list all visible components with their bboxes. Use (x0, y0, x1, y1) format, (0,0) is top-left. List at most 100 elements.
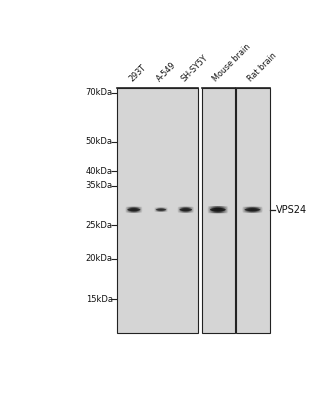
Ellipse shape (211, 206, 213, 213)
Ellipse shape (126, 207, 128, 213)
Text: 40kDa: 40kDa (86, 167, 113, 176)
Ellipse shape (242, 207, 244, 213)
Ellipse shape (163, 208, 165, 212)
Ellipse shape (131, 207, 133, 213)
Ellipse shape (137, 207, 139, 213)
Ellipse shape (258, 207, 260, 213)
Ellipse shape (160, 208, 161, 212)
Ellipse shape (179, 207, 181, 213)
Ellipse shape (154, 208, 156, 212)
Ellipse shape (129, 207, 131, 213)
Text: 15kDa: 15kDa (86, 294, 113, 304)
Ellipse shape (155, 208, 157, 212)
Ellipse shape (214, 206, 217, 213)
Ellipse shape (180, 207, 182, 213)
Bar (202, 88, 235, 333)
Ellipse shape (225, 206, 227, 213)
Ellipse shape (220, 206, 223, 213)
Ellipse shape (190, 207, 191, 213)
Ellipse shape (182, 207, 183, 213)
Ellipse shape (250, 207, 253, 213)
Ellipse shape (226, 206, 228, 213)
Ellipse shape (140, 207, 142, 213)
Ellipse shape (257, 207, 259, 213)
Ellipse shape (130, 207, 132, 213)
Bar (236, 88, 270, 333)
Ellipse shape (135, 207, 137, 213)
Ellipse shape (254, 207, 256, 213)
Ellipse shape (212, 206, 215, 213)
Ellipse shape (221, 206, 223, 213)
Text: 35kDa: 35kDa (86, 181, 113, 190)
Text: Mouse brain: Mouse brain (211, 42, 253, 84)
Ellipse shape (155, 208, 156, 212)
Ellipse shape (260, 207, 262, 213)
Ellipse shape (220, 206, 222, 213)
Text: VPS24: VPS24 (276, 205, 307, 215)
Ellipse shape (186, 207, 188, 213)
Ellipse shape (181, 207, 183, 213)
Ellipse shape (243, 207, 246, 213)
Ellipse shape (219, 206, 221, 213)
Ellipse shape (182, 207, 184, 213)
Ellipse shape (160, 208, 161, 212)
Ellipse shape (222, 206, 225, 213)
Text: 293T: 293T (128, 63, 148, 84)
Ellipse shape (244, 207, 246, 213)
Ellipse shape (131, 207, 133, 213)
Ellipse shape (165, 208, 166, 212)
Ellipse shape (256, 207, 258, 213)
Ellipse shape (130, 207, 132, 213)
Ellipse shape (251, 207, 253, 213)
Ellipse shape (185, 207, 187, 213)
Ellipse shape (214, 206, 216, 213)
Ellipse shape (207, 206, 210, 213)
Ellipse shape (128, 207, 130, 213)
Ellipse shape (160, 208, 162, 212)
Ellipse shape (182, 207, 184, 213)
Ellipse shape (161, 208, 162, 212)
Ellipse shape (167, 208, 168, 212)
Ellipse shape (132, 207, 134, 213)
Ellipse shape (219, 206, 220, 213)
Ellipse shape (192, 207, 194, 213)
Ellipse shape (162, 208, 163, 212)
Ellipse shape (210, 206, 212, 213)
Ellipse shape (210, 208, 226, 212)
Ellipse shape (209, 206, 211, 213)
Ellipse shape (223, 206, 225, 213)
Ellipse shape (159, 208, 160, 212)
Ellipse shape (248, 207, 250, 213)
Ellipse shape (188, 207, 189, 213)
Ellipse shape (191, 207, 192, 213)
Ellipse shape (183, 207, 185, 213)
Ellipse shape (253, 207, 255, 213)
Ellipse shape (159, 208, 161, 212)
Ellipse shape (164, 208, 166, 212)
Ellipse shape (259, 207, 262, 213)
Ellipse shape (162, 208, 164, 212)
Ellipse shape (139, 207, 141, 213)
Ellipse shape (243, 207, 245, 213)
Ellipse shape (127, 207, 129, 213)
Ellipse shape (178, 207, 180, 213)
Ellipse shape (156, 208, 166, 211)
Ellipse shape (127, 208, 140, 211)
Ellipse shape (181, 207, 182, 213)
Ellipse shape (138, 207, 140, 213)
Text: A-549: A-549 (155, 60, 178, 84)
Ellipse shape (213, 206, 215, 213)
Ellipse shape (158, 208, 160, 212)
Ellipse shape (212, 206, 214, 213)
Ellipse shape (245, 207, 248, 213)
Ellipse shape (164, 208, 165, 212)
Ellipse shape (254, 207, 256, 213)
Ellipse shape (218, 206, 220, 213)
Text: 20kDa: 20kDa (86, 254, 113, 264)
Ellipse shape (257, 207, 260, 213)
Ellipse shape (133, 207, 135, 213)
Ellipse shape (138, 207, 140, 213)
Ellipse shape (190, 207, 192, 213)
Ellipse shape (255, 207, 257, 213)
Ellipse shape (137, 207, 139, 213)
